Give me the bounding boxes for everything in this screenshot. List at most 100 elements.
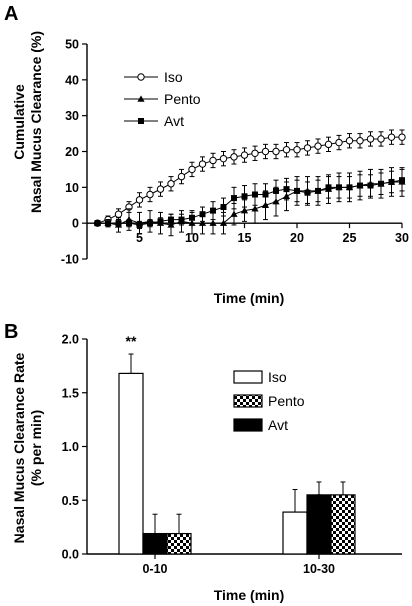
point-pento — [209, 219, 217, 226]
point-iso — [398, 133, 406, 141]
series-avt — [94, 168, 405, 230]
panel-a-y-tick-label: 50 — [65, 38, 79, 52]
point-avt — [136, 221, 143, 228]
legend-label-iso: Iso — [164, 69, 183, 85]
point-iso — [282, 146, 291, 154]
point-pento — [219, 219, 228, 226]
point-avt — [367, 182, 374, 189]
legend-swatch-iso — [233, 370, 263, 384]
point-iso — [209, 156, 217, 165]
bar-pento-0-10 — [166, 532, 192, 555]
point-pento — [230, 210, 238, 217]
point-avt — [315, 187, 321, 194]
panel-a-ylabel-line2: Nasal Mucus Clearance (%) — [28, 31, 44, 213]
point-iso — [293, 146, 301, 154]
point-avt — [304, 189, 311, 196]
significance-annotation: ** — [126, 333, 137, 349]
panel-b-ylabel-line2: (% per min) — [28, 410, 44, 486]
panel-a: A Cumulative Nasal Mucus Clearance (%) -… — [4, 3, 409, 306]
point-avt — [126, 220, 132, 227]
bar-avt-0-10 — [142, 532, 168, 555]
panel-a-x-tick-label: 5 — [136, 231, 143, 245]
panel-a-ylabel: Cumulative Nasal Mucus Clearance (%) — [11, 31, 44, 213]
panel-a-x-tick-label: 15 — [238, 231, 252, 245]
point-iso — [387, 133, 396, 141]
point-avt — [273, 187, 279, 194]
legend-label-avt: Avt — [268, 417, 288, 433]
panel-b-bars: ** — [118, 333, 356, 555]
point-iso — [303, 144, 312, 152]
point-avt — [210, 207, 216, 214]
point-iso — [240, 151, 249, 159]
point-iso — [335, 138, 343, 147]
point-avt — [189, 214, 195, 221]
point-iso — [377, 135, 385, 143]
point-iso — [230, 153, 238, 161]
point-avt — [325, 184, 332, 191]
legend-label-iso: Iso — [268, 369, 287, 385]
point-avt — [283, 186, 290, 193]
panel-a-y-ticks: -10 0 10 20 30 40 50 — [61, 38, 87, 267]
panel-b-ylabel-line1: Nasal Mucus Clearance Rate — [11, 352, 27, 543]
panel-b-y-tick-label: 1.0 — [62, 440, 79, 454]
bar-avt-10-30 — [306, 494, 332, 555]
panel-b: B Nasal Mucus Clearance Rate (% per min)… — [4, 321, 402, 603]
panel-a-y-tick-label: 0 — [72, 217, 79, 231]
series-pento-line — [97, 181, 402, 226]
panel-b-y-tick-label: 0.5 — [62, 494, 79, 508]
point-iso — [219, 154, 228, 163]
panel-b-y-tick-label: 2.0 — [62, 333, 79, 347]
point-pento — [198, 219, 207, 226]
series-iso — [93, 129, 406, 227]
legend-marker-iso — [137, 73, 145, 81]
panel-b-y-tick-label: 0.0 — [62, 548, 79, 562]
panel-a-y-tick-label: 20 — [65, 145, 79, 159]
legend-swatch-pento — [233, 394, 263, 408]
point-iso — [198, 160, 207, 168]
bar-iso-0-10 — [118, 372, 144, 555]
panel-a-ylabel-line1: Cumulative — [11, 84, 27, 160]
point-avt — [262, 191, 269, 198]
point-avt — [199, 211, 206, 218]
panel-b-legend: Iso Pento Avt — [233, 369, 305, 433]
point-iso — [261, 147, 270, 156]
point-iso — [177, 172, 186, 181]
panel-a-x-tick-label: 10 — [185, 231, 199, 245]
point-avt — [252, 191, 258, 198]
panel-a-x-tick-label: 30 — [395, 231, 409, 245]
legend-marker-pento — [137, 95, 145, 102]
point-iso — [272, 147, 280, 156]
point-avt — [378, 180, 384, 187]
point-iso — [324, 140, 333, 149]
panel-a-x-ticks: 5 10 15 20 25 30 — [136, 223, 409, 245]
point-iso — [188, 165, 196, 174]
point-iso — [167, 180, 175, 188]
point-iso — [356, 137, 364, 145]
point-iso — [135, 196, 144, 204]
legend-label-avt: Avt — [164, 113, 184, 129]
panel-b-xlabel: Time (min) — [214, 587, 285, 603]
point-iso — [156, 185, 165, 193]
legend-label-pento: Pento — [164, 91, 201, 107]
point-avt — [220, 204, 227, 211]
point-avt — [388, 178, 395, 185]
point-avt — [231, 195, 237, 202]
series-avt-line — [97, 179, 403, 226]
point-avt — [357, 182, 363, 189]
point-avt — [294, 187, 300, 194]
point-iso — [345, 137, 354, 145]
point-iso — [314, 142, 322, 150]
point-avt — [241, 193, 248, 200]
bar-pento-10-30 — [330, 494, 356, 555]
panel-b-y-tick-label: 1.5 — [62, 386, 79, 400]
point-iso — [251, 149, 259, 157]
panel-b-x-tick-label: 0-10 — [142, 562, 167, 576]
point-pento — [251, 205, 259, 212]
point-avt — [399, 177, 405, 184]
panel-a-label: A — [4, 3, 18, 25]
panel-a-xlabel: Time (min) — [214, 290, 285, 306]
point-avt — [105, 220, 111, 227]
panel-a-series — [93, 129, 406, 237]
panel-a-x-tick-label: 25 — [343, 231, 357, 245]
